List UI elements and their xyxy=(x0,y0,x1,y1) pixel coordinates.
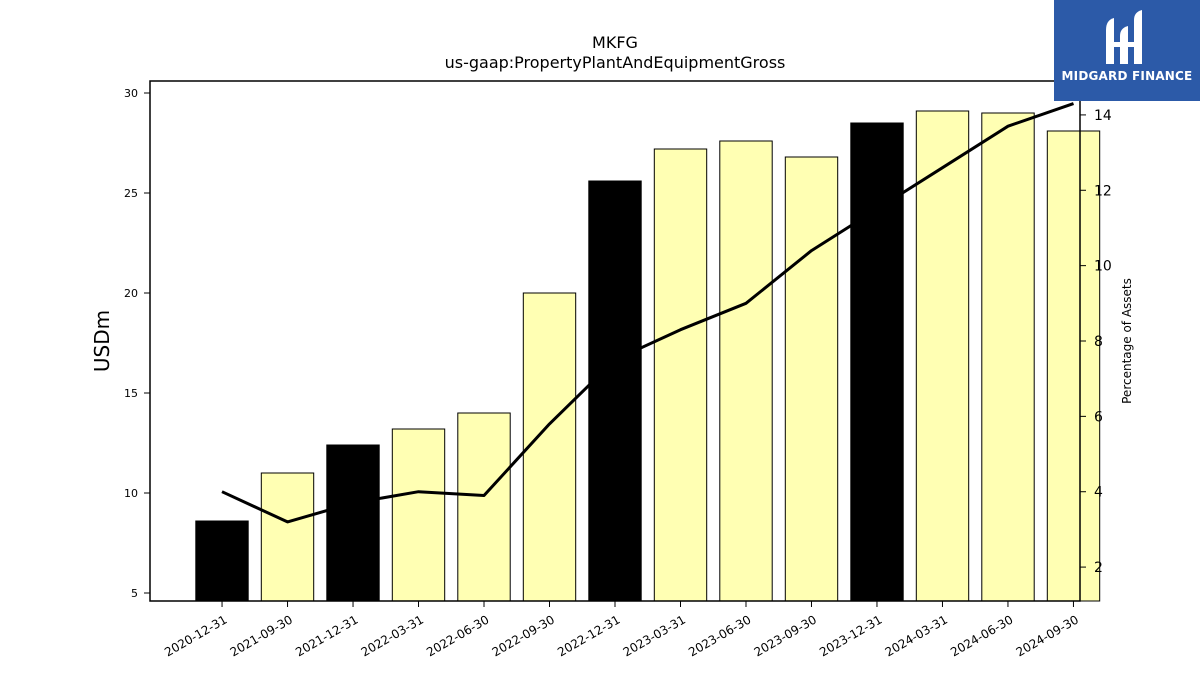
y-tick-label: 10 xyxy=(124,487,138,500)
y-tick-label: 5 xyxy=(131,587,138,600)
percentage-line-path xyxy=(221,102,1074,524)
bar-2023-12-31 xyxy=(850,122,904,602)
bar-2023-06-30 xyxy=(719,140,773,602)
bars xyxy=(195,110,1101,602)
brand-logo: MIDGARD FINANCE xyxy=(1054,0,1200,101)
y2-tick-label: 2 xyxy=(1094,560,1103,576)
y-tick-label: 20 xyxy=(124,287,138,300)
x-tick-label: 2023-06-30 xyxy=(686,612,753,659)
y-tick-label: 15 xyxy=(124,387,138,400)
bar-2022-09-30 xyxy=(522,292,577,602)
bar-2023-09-30 xyxy=(784,156,839,602)
bar-2021-12-31 xyxy=(326,444,380,602)
x-tick-label: 2023-03-31 xyxy=(621,612,688,659)
x-tick-label: 2024-03-31 xyxy=(883,612,950,659)
y-tick-label: 25 xyxy=(124,187,138,200)
x-tick-label: 2020-12-31 xyxy=(162,612,229,659)
y2-tick-label: 10 xyxy=(1094,259,1112,275)
bar-2020-12-31 xyxy=(195,520,249,602)
x-axis: 2020-12-312021-09-302021-12-312022-03-31… xyxy=(162,601,1081,659)
y-tick-label: 30 xyxy=(124,87,138,100)
left-axis: 5 10 15 20 25 30 xyxy=(124,87,150,600)
y2-axis-label: Percentage of Assets xyxy=(1120,278,1134,404)
x-tick-label: 2024-06-30 xyxy=(948,612,1015,659)
bar-2022-03-31 xyxy=(391,428,446,602)
bar-2021-09-30 xyxy=(260,472,315,602)
x-tick-label: 2024-09-30 xyxy=(1014,612,1081,659)
x-tick-label: 2022-06-30 xyxy=(424,612,491,659)
x-tick-label: 2021-12-31 xyxy=(293,612,360,659)
y2-tick-label: 4 xyxy=(1094,485,1103,501)
x-tick-label: 2021-09-30 xyxy=(228,612,295,659)
bar-2022-06-30 xyxy=(457,412,511,602)
chart-title: MKFG xyxy=(592,33,638,52)
x-tick-label: 2023-12-31 xyxy=(817,612,884,659)
x-tick-label: 2022-03-31 xyxy=(359,612,426,659)
y2-tick-label: 12 xyxy=(1094,183,1112,199)
logo-mark-icon xyxy=(1106,10,1142,64)
y-axis-label: USDm xyxy=(90,310,114,372)
y2-tick-label: 8 xyxy=(1094,334,1103,350)
bar-2022-12-31 xyxy=(588,180,642,602)
x-tick-label: 2022-12-31 xyxy=(555,612,622,659)
y2-tick-label: 14 xyxy=(1094,108,1112,124)
bar-2024-03-31 xyxy=(915,110,970,602)
x-tick-label: 2022-09-30 xyxy=(490,612,557,659)
chart-subtitle: us-gaap:PropertyPlantAndEquipmentGross xyxy=(445,53,786,72)
y2-tick-label: 6 xyxy=(1094,409,1103,425)
percentage-line xyxy=(221,102,1074,524)
bar-2024-06-30 xyxy=(981,112,1035,602)
logo-text: MIDGARD FINANCE xyxy=(1061,69,1193,83)
x-tick-label: 2023-09-30 xyxy=(752,612,819,659)
bar-2023-03-31 xyxy=(653,148,708,602)
right-axis: 2 4 6 8 10 12 14 xyxy=(1080,108,1112,576)
bar-2024-09-30 xyxy=(1046,130,1101,602)
